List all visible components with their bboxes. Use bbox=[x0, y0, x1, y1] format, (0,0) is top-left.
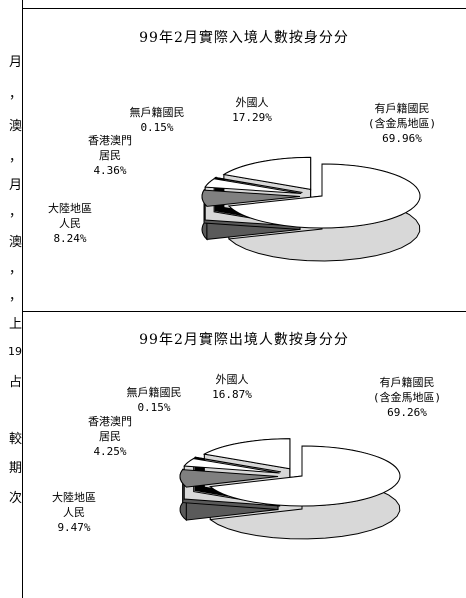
margin-char: 占 bbox=[8, 375, 22, 390]
slice-label: 大陸地區 bbox=[52, 490, 96, 504]
slice-value-label: 17.29% bbox=[232, 111, 272, 124]
margin-char: ， bbox=[8, 205, 22, 220]
slice-label: 居民 bbox=[99, 149, 121, 162]
margin-char: ， bbox=[8, 87, 22, 102]
pie-slice bbox=[213, 176, 303, 193]
slice-label: (含金馬地區) bbox=[368, 116, 436, 130]
slice-label: 香港澳門 bbox=[88, 415, 132, 428]
slice-value-label: 69.26% bbox=[387, 406, 427, 419]
slice-value-label: 0.15% bbox=[140, 121, 173, 134]
slice-label: 有戶籍國民 bbox=[375, 101, 430, 115]
slice-value-label: 0.15% bbox=[137, 401, 170, 414]
pie-slice bbox=[183, 458, 280, 474]
slice-label: 居民 bbox=[99, 430, 121, 443]
slice-label: 有戶籍國民 bbox=[380, 375, 435, 389]
pie-slice bbox=[209, 445, 401, 507]
slice-value-label: 4.25% bbox=[93, 445, 126, 458]
chart-frame bbox=[22, 0, 466, 598]
exit-chart-panel: 99年2月實際出境人數按身分分 有戶籍國民 (含金馬地區) 69.26% 大陸地區人民… bbox=[22, 311, 466, 598]
margin-char: 澳 bbox=[8, 235, 22, 250]
slice-label: (含金馬地區) bbox=[373, 390, 441, 404]
slice-label: 無戶籍國民 bbox=[130, 105, 185, 119]
pie-slice bbox=[202, 438, 291, 470]
pie-slice bbox=[201, 189, 301, 207]
entry-chart-panel: 99年2月實際入境人數按身分分 有戶籍國民 (含金馬地區) 69.96% 大陸地區人民… bbox=[22, 8, 466, 312]
slice-value-label: 4.36% bbox=[93, 164, 126, 177]
pie-slice bbox=[193, 456, 282, 473]
slice-label: 大陸地區 bbox=[48, 201, 92, 215]
margin-char: 上 bbox=[8, 317, 22, 332]
slice-label: 香港澳門 bbox=[88, 134, 132, 147]
margin-char: ， bbox=[8, 289, 22, 304]
slice-label: 無戶籍國民 bbox=[127, 385, 182, 399]
pie-slice bbox=[179, 469, 279, 488]
margin-char: 期 bbox=[8, 461, 22, 476]
slice-label: 人民 bbox=[63, 506, 85, 519]
left-margin-text: 月 ， 澳 ， 月 ， 澳 ， ， 上 19 占 較 期 次 bbox=[0, 0, 22, 598]
slice-value-label: 8.24% bbox=[53, 232, 86, 245]
slice-value-label: 9.47% bbox=[57, 521, 90, 534]
margin-char: 澳 bbox=[8, 119, 22, 134]
pie-slice bbox=[227, 163, 421, 229]
exit-chart-title: 99年2月實際出境人數按身分分 bbox=[139, 332, 349, 348]
margin-char: 月 bbox=[8, 55, 22, 70]
margin-char: ， bbox=[8, 150, 22, 165]
slice-label: 外國人 bbox=[236, 96, 269, 109]
slice-label: 人民 bbox=[59, 217, 81, 230]
pie-slice bbox=[222, 156, 312, 191]
slice-label: 外國人 bbox=[216, 373, 249, 386]
margin-char: 次 bbox=[8, 491, 22, 506]
margin-char: 19 bbox=[8, 345, 22, 358]
slice-value-label: 69.96% bbox=[382, 132, 422, 145]
slice-value-label: 16.87% bbox=[212, 388, 252, 401]
margin-char: 較 bbox=[8, 432, 22, 447]
entry-chart-title: 99年2月實際入境人數按身分分 bbox=[139, 30, 349, 46]
margin-char: ， bbox=[8, 262, 22, 277]
pie-slice bbox=[204, 178, 302, 194]
margin-char: 月 bbox=[8, 178, 22, 193]
